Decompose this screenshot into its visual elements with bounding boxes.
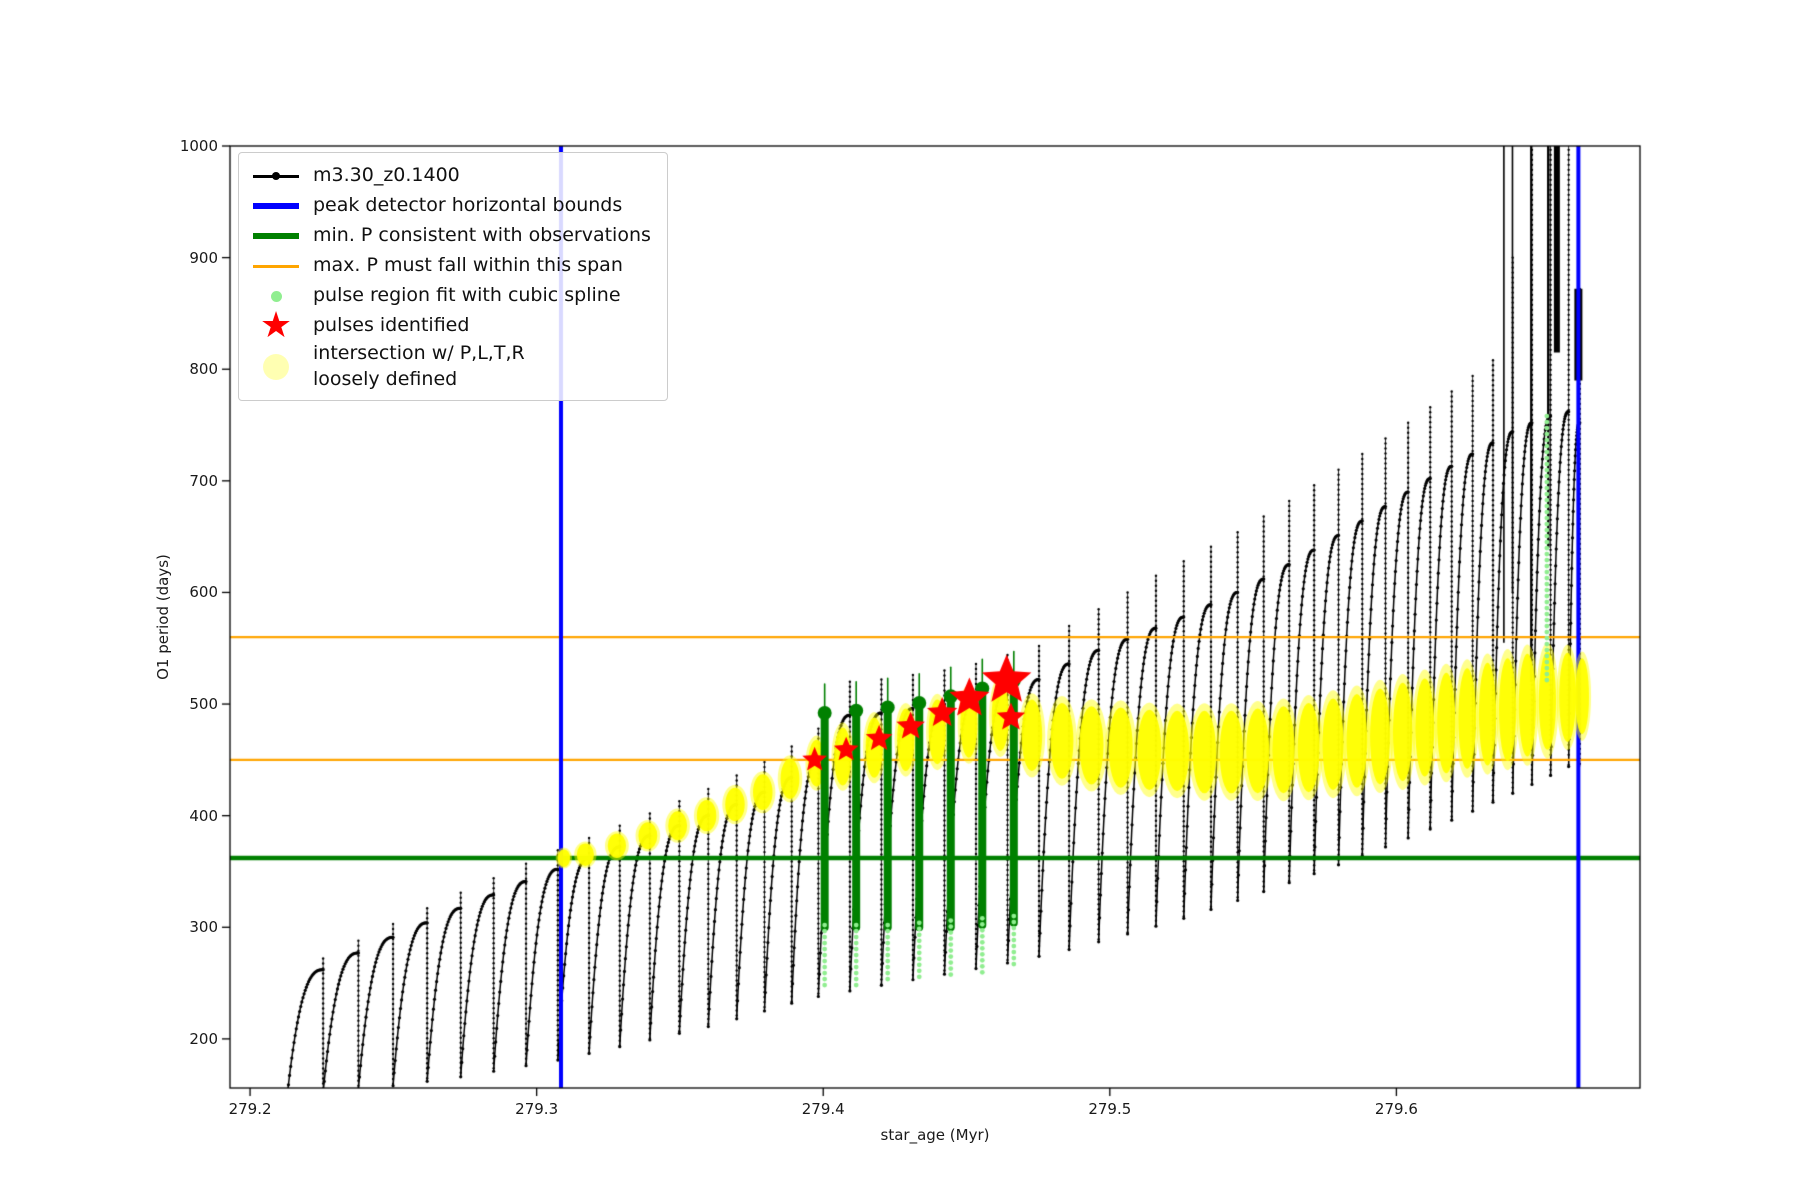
legend-marker-big-dot-icon — [247, 353, 305, 380]
y-tick-label: 800 — [189, 360, 218, 379]
y-tick-label: 700 — [189, 471, 218, 490]
y-tick-label: 400 — [189, 806, 218, 825]
legend-marker-thick-line-icon — [247, 203, 305, 209]
legend-marker-line-dot-icon — [247, 172, 305, 180]
legend-label: pulses identified — [313, 314, 470, 337]
legend-entry: peak detector horizontal bounds — [247, 191, 651, 221]
legend-marker-dot-icon — [247, 290, 305, 302]
legend-marker-star-icon: ★ — [259, 305, 293, 346]
legend-label: max. P must fall within this span — [313, 254, 623, 277]
legend-entry: min. P consistent with observations — [247, 221, 651, 251]
y-tick-label: 500 — [189, 695, 218, 714]
y-tick-label: 900 — [189, 248, 218, 267]
legend-label: m3.30_z0.1400 — [313, 164, 460, 187]
legend-entry: pulse region fit with cubic spline — [247, 281, 651, 311]
x-tick-label: 279.3 — [515, 1100, 559, 1118]
y-tick-label: 600 — [189, 583, 218, 602]
y-tick-label: 200 — [189, 1029, 218, 1048]
x-tick-label: 279.4 — [801, 1100, 845, 1118]
y-tick-label: 300 — [189, 918, 218, 937]
legend-entry: intersection w/ P,L,T,R loosely defined — [247, 341, 651, 392]
x-axis-label: star_age (Myr) — [880, 1126, 990, 1144]
legend-entry: m3.30_z0.1400 — [247, 161, 651, 191]
x-tick-label: 279.5 — [1088, 1100, 1132, 1118]
x-tick-label: 279.2 — [228, 1100, 272, 1118]
legend-marker-line-icon — [247, 264, 305, 268]
y-tick-label: 1000 — [179, 137, 218, 155]
legend-label: intersection w/ P,L,T,R loosely defined — [313, 342, 525, 390]
legend-label: min. P consistent with observations — [313, 224, 651, 247]
legend-entry: ★ pulses identified — [247, 305, 651, 346]
legend-label: pulse region fit with cubic spline — [313, 284, 621, 307]
x-tick-label: 279.6 — [1374, 1100, 1418, 1118]
y-axis-label: O1 period (days) — [154, 554, 172, 680]
legend-marker-thick-line-icon — [247, 233, 305, 239]
legend-label: peak detector horizontal bounds — [313, 194, 623, 217]
legend-entry: max. P must fall within this span — [247, 251, 651, 281]
